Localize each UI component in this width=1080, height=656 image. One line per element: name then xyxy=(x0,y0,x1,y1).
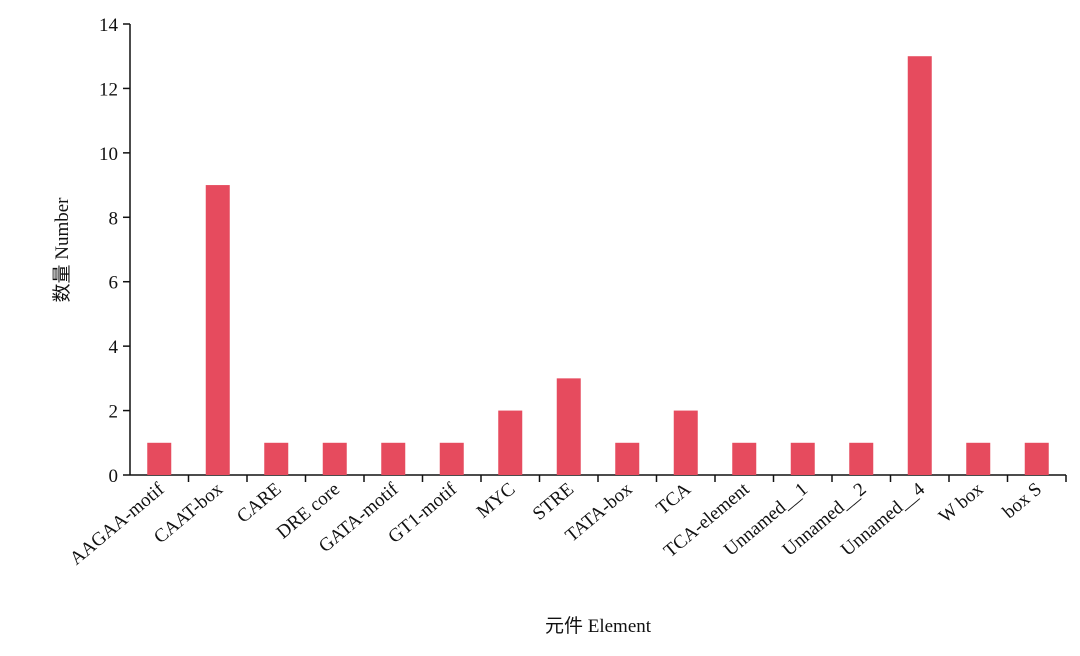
y-tick-label: 6 xyxy=(109,273,119,294)
bar xyxy=(790,442,815,475)
bar xyxy=(849,442,874,475)
y-axis-label: 数量 Number xyxy=(51,197,73,303)
bar xyxy=(439,442,464,475)
bar xyxy=(264,442,289,475)
bar xyxy=(615,442,640,475)
x-tick-label: box S xyxy=(999,479,1046,523)
y-tick-label: 0 xyxy=(109,466,119,487)
y-tick-label: 8 xyxy=(109,208,119,229)
bar xyxy=(322,442,347,475)
bar xyxy=(732,442,757,475)
x-axis-label: 元件 Element xyxy=(545,615,652,637)
y-tick-label: 10 xyxy=(99,144,118,165)
x-tick-label: STRE xyxy=(529,479,578,525)
bar xyxy=(381,442,406,475)
bar xyxy=(205,185,230,476)
bar xyxy=(966,442,991,475)
bar xyxy=(673,410,698,475)
x-tick-label: W box xyxy=(935,478,988,527)
y-tick-label: 4 xyxy=(109,337,119,358)
bar xyxy=(556,378,581,475)
bar xyxy=(147,442,172,475)
y-tick-label: 14 xyxy=(99,15,119,36)
y-tick-label: 2 xyxy=(109,402,119,423)
bar xyxy=(907,56,932,475)
y-tick-label: 12 xyxy=(99,79,118,100)
bar xyxy=(498,410,523,475)
x-tick-label: AAGAA-motif xyxy=(66,478,169,569)
x-tick-label: TCA xyxy=(652,479,695,520)
x-tick-label: CARE xyxy=(233,479,285,528)
bar xyxy=(1024,442,1049,475)
x-tick-label: MYC xyxy=(473,479,520,523)
